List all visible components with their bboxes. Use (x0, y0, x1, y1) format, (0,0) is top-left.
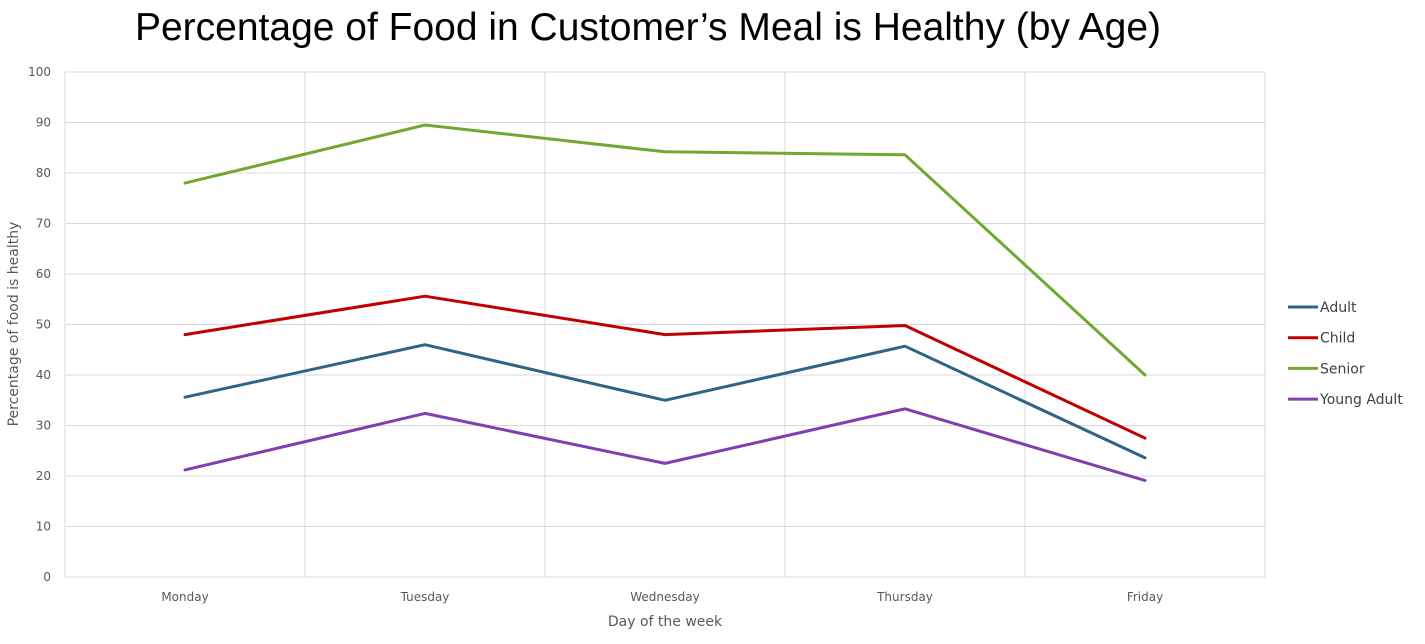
x-axis-ticks: Monday Tuesday Wednesday Thursday Friday (161, 590, 1163, 604)
y-tick-label: 60 (36, 267, 51, 281)
y-tick-label: 0 (43, 570, 51, 584)
y-tick-label: 70 (36, 217, 51, 231)
x-tick-label: Monday (161, 590, 208, 604)
series-line-senior (183, 123, 1147, 377)
y-tick-label: 20 (36, 469, 51, 483)
y-tick-label: 80 (36, 166, 51, 180)
y-tick-label: 10 (36, 520, 51, 534)
grid (64, 71, 1266, 578)
y-axis-ticks: 0 10 20 30 40 50 60 70 80 90 100 (28, 65, 51, 584)
y-tick-label: 30 (36, 419, 51, 433)
legend-label-senior: Senior (1320, 361, 1365, 377)
x-tick-label: Tuesday (400, 590, 450, 604)
x-tick-label: Wednesday (630, 590, 699, 604)
x-axis-label: Day of the week (608, 614, 723, 630)
series-line-adult (183, 343, 1147, 460)
legend: Adult Child Senior Young Adult (1288, 300, 1403, 408)
y-tick-label: 50 (36, 318, 51, 332)
y-tick-label: 100 (28, 65, 51, 79)
x-tick-label: Thursday (876, 590, 933, 604)
series-lines (183, 123, 1147, 482)
x-tick-label: Friday (1127, 590, 1163, 604)
y-tick-label: 40 (36, 368, 51, 382)
chart-title: Percentage of Food in Customer’s Meal is… (134, 6, 1162, 49)
y-tick-label: 90 (36, 116, 51, 130)
legend-label-young-adult: Young Adult (1319, 392, 1403, 408)
series-line-child (183, 294, 1147, 440)
y-axis-label: Percentage of food is healthy (6, 222, 22, 427)
series-line-young-adult (183, 407, 1147, 482)
legend-label-adult: Adult (1320, 300, 1357, 316)
legend-label-child: Child (1320, 331, 1355, 347)
